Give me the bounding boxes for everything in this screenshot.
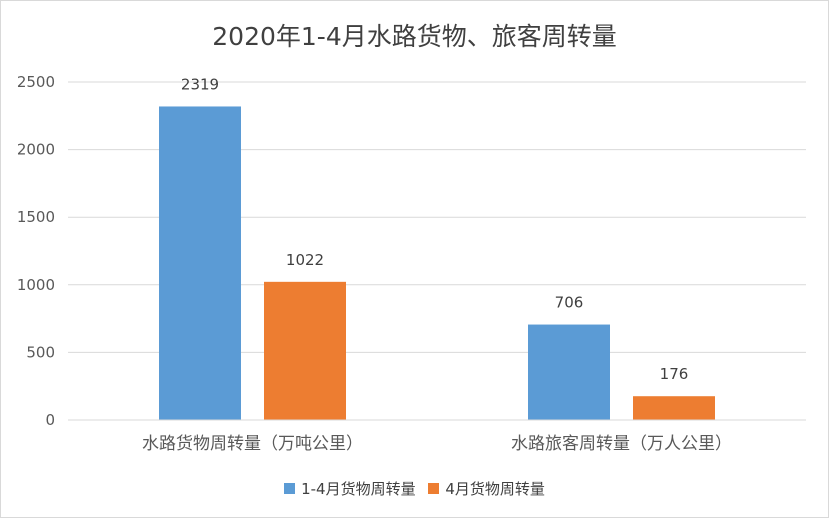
legend-item-series-1: 1-4月货物周转量 [284, 478, 416, 499]
bar [528, 324, 610, 420]
legend-swatch [284, 483, 296, 494]
bar [159, 106, 241, 421]
data-label: 2319 [181, 75, 219, 93]
data-label: 706 [555, 294, 584, 312]
y-tick-label: 0 [45, 411, 55, 429]
y-tick-label: 2000 [17, 141, 55, 159]
y-tick-label: 500 [26, 343, 55, 361]
data-label: 176 [660, 365, 689, 383]
y-tick-label: 1500 [17, 208, 55, 226]
x-tick-label: 水路旅客周转量（万人公里） [511, 434, 732, 454]
legend-label: 4月货物周转量 [445, 480, 545, 498]
legend-label: 1-4月货物周转量 [301, 480, 416, 498]
bar [633, 396, 715, 420]
legend-item-series-2: 4月货物周转量 [428, 478, 545, 499]
legend-swatch [428, 483, 440, 494]
x-tick-label: 水路货物周转量（万吨公里） [142, 434, 363, 454]
data-label: 1022 [286, 251, 324, 269]
y-tick-label: 1000 [17, 276, 55, 294]
chart-title: 2020年1-4月水路货物、旅客周转量 [212, 22, 617, 51]
bar [264, 281, 346, 420]
y-tick-label: 2500 [17, 73, 55, 91]
legend: 1-4月货物周转量 4月货物周转量 [1, 478, 828, 499]
